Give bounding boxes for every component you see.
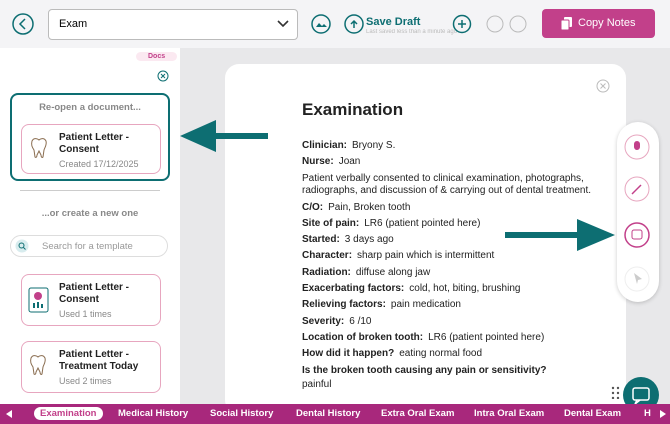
field-label: Exacerbating factors: [302,283,405,295]
arrow-right [505,219,615,251]
field-row: How did it happen? eating normal food [302,346,592,362]
doc-meta: Created 17/12/2025 [59,159,139,169]
field-row: Severity: 6 /10 [302,314,592,330]
template-icon [28,287,49,313]
field-value: Joan [338,156,361,168]
close-document[interactable] [596,79,610,93]
field-value: Bryony S. [352,140,396,151]
template-search[interactable]: Search for a template [10,235,168,257]
field-value: LR6 (patient pointed here) [428,331,545,343]
tab[interactable]: Medical History [118,408,189,419]
image-button[interactable] [311,14,331,34]
field-label: Started: [302,234,340,246]
field-label: Location of broken tooth: [302,331,424,343]
back-button[interactable] [12,13,34,35]
copy-icon [561,17,572,30]
section-tabs: Examination Medical History Social History… [0,404,670,424]
field-row: Nurse: Joan [302,154,592,170]
template-icon [30,355,46,375]
field-value: diffuse along jaw [355,266,431,278]
field-value: eating normal food [399,348,483,360]
recent-doc[interactable]: Patient Letter - Consent Created 17/12/20… [21,124,161,174]
field-row: Started: 3 days ago [302,232,592,248]
field-row: Character: sharp pain which is intermitte… [302,248,592,264]
divider [20,190,160,191]
tool-icons[interactable] [622,132,652,297]
field-value: sharp pain which is intermittent [357,250,495,262]
field-label: Relieving factors: [302,299,386,311]
search-placeholder: Search for a template [42,241,133,252]
tabs-prev[interactable] [4,409,14,419]
tab[interactable]: Extra Oral Exam [381,408,455,419]
arrow-left [180,120,268,152]
field-row: Radiation: diffuse along jaw [302,265,592,281]
tab[interactable]: Dental History [296,408,361,419]
chevron [277,20,289,28]
template-card[interactable]: Patient Letter - Consent Used 1 times [21,274,161,326]
field-label: Radiation: [302,266,351,278]
tab[interactable]: H [644,408,651,419]
field-row: Exacerbating factors: cold, hot, biting, … [302,281,592,297]
template-meta: Used 2 times [59,376,112,386]
copy-notes-button[interactable]: Copy Notes [542,9,655,38]
field-row: Location of broken tooth: LR6 (patient po… [302,330,592,346]
field-value: Pain, Broken tooth [328,201,411,213]
field-value: LR6 (patient pointed here) [364,217,481,229]
tabs-next[interactable] [658,409,668,419]
consent-text: Patient verbally consented to clinical e… [302,172,592,196]
tab-active[interactable]: Examination [34,407,103,420]
search-icon [15,239,29,253]
template-card[interactable]: Patient Letter - Treatment Today Used 2 t… [21,341,161,393]
add-button[interactable] [452,14,472,34]
field-value: cold, hot, biting, brushing [409,283,521,295]
reopen-panel [10,93,170,181]
create-heading: ...or create a new one [41,208,139,219]
save-icon[interactable] [344,14,364,34]
docs-tab[interactable]: Docs [136,52,178,61]
template-title: Patient Letter - Consent [59,282,130,305]
tool-rail [617,122,659,302]
template-text: Patient Letter - Treatment Today Used 2 t… [59,349,155,386]
field-value: 3 days ago [344,234,394,246]
field-row: C/O: Pain, Broken tooth [302,200,592,216]
field-value: 6 /10 [349,315,372,327]
tooth-icon [31,138,47,158]
doc-title: Patient Letter - Consent [59,132,130,155]
document-title: Examination [302,100,404,119]
tab[interactable]: Intra Oral Exam [474,408,545,419]
field-label: Is the broken tooth causing any pain or … [302,364,547,376]
template-title: Patient Letter - Treatment Today [59,349,139,372]
save-draft[interactable]: Save Draft [366,16,421,28]
field-row: Is the broken tooth causing any pain or … [302,363,592,391]
copy-label: Copy Notes [578,17,636,29]
field-label: Severity: [302,315,345,327]
field-label: Nurse: [302,156,334,168]
field-row: Clinician: Bryony S. [302,138,592,154]
field-label: Site of pain: [302,217,360,229]
template-meta: Used 1 times [59,309,112,319]
undo-redo[interactable] [486,14,530,34]
field-label: Character: [302,250,353,262]
field-row: Site of pain: LR6 (patient pointed here) [302,216,592,232]
close-sidebar[interactable] [157,70,169,82]
select-value: Exam [59,18,88,30]
tab[interactable]: Dental Exam [564,408,622,419]
saved-note: Last saved less than a minute ago [366,29,458,35]
drag-handle[interactable] [610,385,624,399]
field-row: Relieving factors: pain medication [302,297,592,313]
field-label: How did it happen? [302,348,395,360]
template-select[interactable]: Exam [48,9,298,40]
field-value: painful [302,378,332,390]
reopen-heading: Re-open a document... [39,102,141,113]
tab[interactable]: Social History [210,408,274,419]
template-text: Patient Letter - Consent Used 1 times [59,282,155,319]
document-card [225,64,626,414]
document-body: Examination Clinician: Bryony S. Nurse: Joa… [302,100,592,391]
field-value: pain medication [390,299,461,311]
field-label: C/O: [302,201,324,213]
field-label: Clinician: [302,140,348,151]
